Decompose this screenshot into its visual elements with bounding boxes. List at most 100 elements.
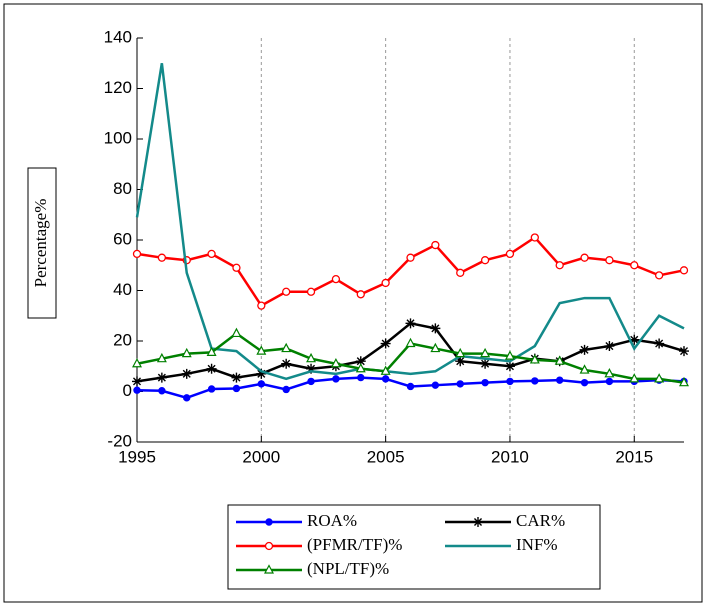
point xyxy=(256,345,267,355)
point xyxy=(679,376,689,387)
point xyxy=(380,365,391,375)
y-tick-label: 80 xyxy=(113,179,132,198)
point xyxy=(506,377,514,386)
y-label-box xyxy=(27,167,57,319)
legend-marker xyxy=(473,517,483,527)
point xyxy=(332,375,340,383)
point xyxy=(132,357,142,368)
point xyxy=(431,240,440,250)
point xyxy=(629,373,640,383)
point xyxy=(531,377,539,385)
point xyxy=(306,352,317,363)
legend-label: INF% xyxy=(516,535,558,554)
point xyxy=(356,290,365,299)
legend-marker xyxy=(264,564,274,574)
point xyxy=(181,368,192,379)
point xyxy=(579,344,590,355)
legend-label: CAR% xyxy=(516,511,565,530)
point xyxy=(183,394,191,402)
point xyxy=(456,268,465,277)
legend-label: ROA% xyxy=(307,511,357,530)
point xyxy=(355,356,366,367)
point xyxy=(654,338,665,349)
frame xyxy=(3,3,703,603)
point xyxy=(629,334,640,345)
legend-marker xyxy=(265,518,273,526)
point xyxy=(630,261,639,270)
legend-label: (PFMR/TF)% xyxy=(307,535,402,554)
x-tick-label: 2015 xyxy=(615,447,653,466)
y-tick-label: 60 xyxy=(113,229,132,248)
point xyxy=(579,364,590,374)
point xyxy=(207,249,216,259)
point xyxy=(232,384,241,393)
point xyxy=(604,368,615,378)
point xyxy=(307,377,315,386)
y-tick-label: 120 xyxy=(104,78,132,97)
y-tick-label: 40 xyxy=(113,280,132,299)
point xyxy=(355,363,366,373)
x-tick-label: 2005 xyxy=(367,447,405,466)
point xyxy=(330,357,341,368)
point xyxy=(157,253,167,262)
point xyxy=(133,386,141,394)
point xyxy=(529,354,540,364)
point xyxy=(231,372,242,383)
point xyxy=(530,233,539,242)
point xyxy=(605,377,614,386)
point xyxy=(679,346,689,357)
point xyxy=(156,352,167,363)
point xyxy=(481,378,489,387)
point xyxy=(455,356,466,367)
point xyxy=(554,355,565,365)
x-tick-label: 2000 xyxy=(242,447,280,466)
point xyxy=(604,341,615,352)
point xyxy=(156,372,167,383)
y-tick-label: 20 xyxy=(113,330,132,349)
point xyxy=(331,274,341,284)
point xyxy=(654,271,664,280)
y-axis-label: Percentage% xyxy=(31,199,50,288)
y-tick-label: 100 xyxy=(104,128,132,147)
point xyxy=(281,358,292,369)
point xyxy=(357,373,365,382)
point xyxy=(456,380,464,388)
point xyxy=(431,381,440,389)
y-tick-label: -20 xyxy=(107,431,132,450)
point xyxy=(580,253,589,262)
point xyxy=(132,376,142,387)
point xyxy=(480,347,491,358)
point xyxy=(480,256,490,265)
point xyxy=(504,361,515,372)
point xyxy=(555,376,564,384)
point xyxy=(181,347,192,358)
point xyxy=(158,387,166,395)
point xyxy=(430,342,441,353)
point xyxy=(232,263,241,272)
point xyxy=(654,373,665,383)
point xyxy=(505,249,515,259)
x-tick-label: 1995 xyxy=(118,447,156,466)
point xyxy=(231,327,242,338)
point xyxy=(405,318,416,329)
point xyxy=(281,342,292,353)
point xyxy=(207,385,216,393)
point xyxy=(504,350,515,360)
x-tick-label: 2010 xyxy=(491,447,529,466)
point xyxy=(257,380,266,388)
point xyxy=(580,378,589,387)
point xyxy=(206,363,217,374)
point xyxy=(381,278,390,288)
series-line xyxy=(135,63,685,381)
legend-label: (NPL/TF)% xyxy=(307,559,389,578)
legend-marker xyxy=(264,541,274,551)
point xyxy=(306,363,317,374)
point xyxy=(555,261,564,270)
point xyxy=(430,323,441,334)
point xyxy=(256,368,267,379)
point xyxy=(380,338,391,349)
point xyxy=(406,253,415,262)
point xyxy=(406,382,415,391)
point xyxy=(306,287,316,296)
